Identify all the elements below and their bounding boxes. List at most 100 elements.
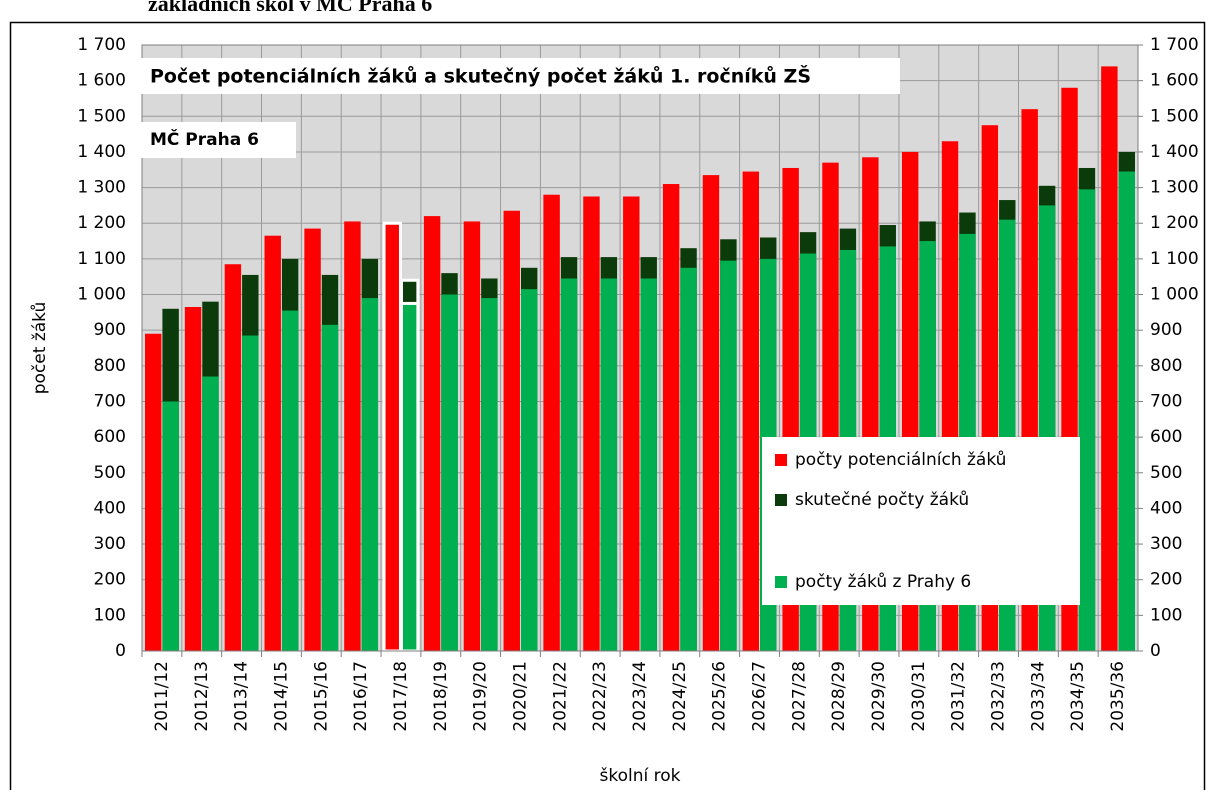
y-tick-label: 100	[94, 605, 126, 625]
bar	[264, 235, 281, 651]
x-tick-label: 2017/18	[391, 661, 411, 732]
x-tick-label: 2034/35	[1068, 661, 1088, 732]
x-tick-label: 2021/22	[550, 661, 570, 732]
y2-tick-label: 1 600	[1150, 71, 1199, 91]
x-tick-label: 2018/19	[431, 661, 451, 732]
y2-tick-label: 200	[1150, 570, 1182, 590]
legend-swatch	[775, 454, 787, 466]
y2-tick-label: 1 700	[1150, 35, 1199, 55]
x-tick-label: 2027/28	[789, 661, 809, 732]
x-tick-label: 2028/29	[829, 661, 849, 732]
subtitle-box	[140, 122, 296, 158]
y-tick-label: 500	[94, 463, 126, 483]
x-tick-label: 2023/24	[630, 661, 650, 732]
x-tick-label: 2030/31	[909, 661, 929, 732]
heading: základních škol v MČ Praha 6	[148, 0, 432, 16]
y2-tick-label: 500	[1150, 463, 1182, 483]
y2-tick-label: 1 300	[1150, 178, 1199, 198]
x-tick-label: 2029/30	[869, 661, 889, 732]
bar	[720, 260, 737, 651]
bar	[560, 278, 578, 651]
x-tick-label: 2033/34	[1028, 661, 1048, 732]
chart-title: Počet potenciálních žáků a skutečný poče…	[150, 64, 811, 88]
x-axis-label: školní rok	[600, 766, 681, 786]
x-tick-label: 2012/13	[192, 661, 212, 732]
bar	[399, 301, 420, 653]
bar	[184, 307, 202, 651]
y-tick-label: 600	[94, 427, 126, 447]
bar	[503, 210, 520, 651]
y-tick-label: 300	[94, 534, 126, 554]
bar	[423, 216, 441, 651]
y2-tick-label: 900	[1150, 320, 1182, 340]
legend-label: počty potenciálních žáků	[795, 450, 1006, 470]
y-tick-label: 1 600	[77, 71, 126, 91]
x-tick-label: 2035/36	[1108, 661, 1128, 732]
y2-tick-label: 400	[1150, 498, 1182, 518]
x-tick-label: 2031/32	[949, 661, 969, 732]
y-tick-label: 700	[94, 391, 126, 411]
y2-tick-label: 300	[1150, 534, 1182, 554]
frame	[9, 21, 1206, 790]
x-tick-label: 2014/15	[271, 661, 291, 732]
title-box	[140, 58, 900, 94]
bar	[481, 298, 498, 651]
bar	[441, 294, 458, 651]
y-tick-label: 1 200	[77, 213, 126, 233]
bar	[1101, 66, 1118, 651]
bar	[162, 401, 179, 651]
y-tick-label: 1 400	[77, 142, 126, 162]
y2-tick-label: 100	[1150, 605, 1182, 625]
y2-tick-label: 1 500	[1150, 106, 1199, 126]
legend	[762, 437, 1080, 605]
y-axis-label: počet žáků	[30, 302, 50, 395]
y2-tick-label: 1 000	[1150, 285, 1199, 305]
y2-tick-label: 1 400	[1150, 142, 1199, 162]
y-tick-label: 1 700	[77, 35, 126, 55]
bar	[543, 194, 560, 651]
bar	[680, 267, 697, 651]
bar	[640, 278, 657, 651]
x-tick-label: 2013/14	[232, 661, 252, 732]
y2-tick-label: 600	[1150, 427, 1182, 447]
bar	[202, 376, 219, 651]
x-tick-label: 2032/33	[989, 661, 1009, 732]
legend-swatch	[775, 576, 787, 588]
plot-border	[141, 44, 1139, 652]
y-tick-label: 800	[94, 356, 126, 376]
bar	[463, 221, 481, 651]
y-tick-label: 1 100	[77, 249, 126, 269]
bar	[623, 196, 640, 651]
bar	[1118, 171, 1135, 651]
y2-tick-label: 1 100	[1150, 249, 1199, 269]
bar	[242, 335, 259, 651]
y-tick-label: 400	[94, 498, 126, 518]
x-tick-label: 2026/27	[750, 661, 770, 732]
legend-swatch	[775, 494, 787, 506]
y-tick-label: 1 000	[77, 285, 126, 305]
x-tick-label: 2022/23	[590, 661, 610, 732]
subtitle: MČ Praha 6	[150, 128, 259, 150]
bar	[520, 289, 538, 651]
y-tick-label: 200	[94, 570, 126, 590]
x-tick-label: 2025/26	[710, 661, 730, 732]
bar	[321, 324, 339, 651]
y-tick-label: 1 300	[77, 178, 126, 198]
legend-label: počty žáků z Prahy 6	[795, 572, 971, 592]
bar	[600, 278, 618, 651]
bar	[145, 333, 162, 651]
y2-tick-label: 800	[1150, 356, 1182, 376]
y2-tick-label: 0	[1150, 641, 1161, 661]
bar	[304, 228, 321, 652]
bar	[281, 310, 299, 651]
legend-label: skutečné počty žáků	[795, 490, 969, 510]
bar	[224, 264, 242, 651]
y2-tick-label: 1 200	[1150, 213, 1199, 233]
x-tick-label: 2011/12	[152, 661, 172, 732]
bar	[361, 298, 379, 651]
bar	[1078, 189, 1096, 651]
x-tick-label: 2015/16	[311, 661, 331, 732]
y-tick-label: 1 500	[77, 106, 126, 126]
y2-tick-label: 700	[1150, 391, 1182, 411]
